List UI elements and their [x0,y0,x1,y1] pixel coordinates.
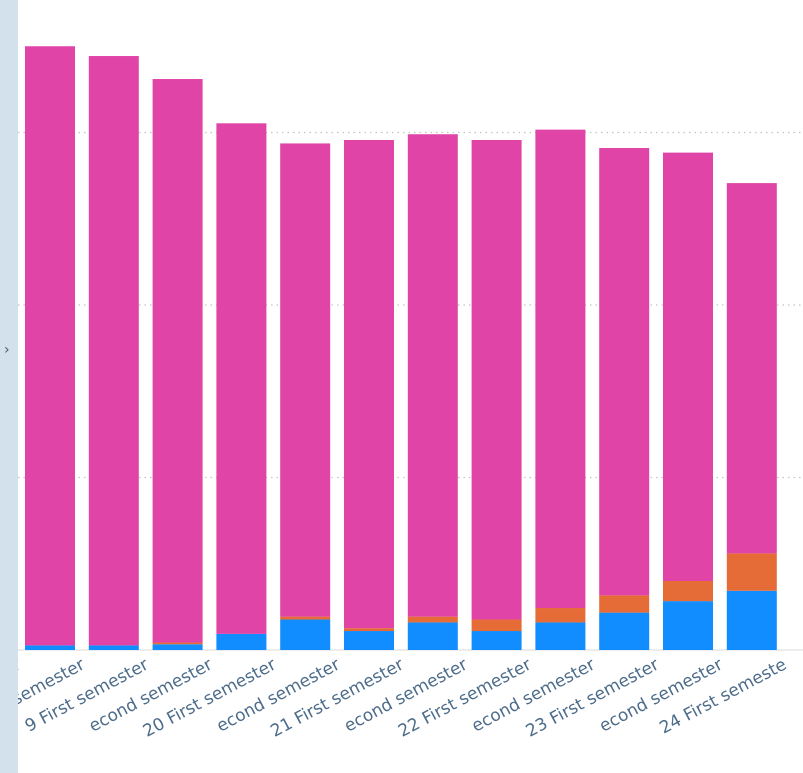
bar-segment-2[interactable] [152,642,203,645]
bar-segment-3[interactable] [471,139,522,620]
bar-segment-3[interactable] [88,56,139,646]
bar-segment-3[interactable] [152,79,203,643]
bar-segment-3[interactable] [599,148,650,596]
bar-segment-3[interactable] [344,139,394,629]
bar-segment-1[interactable] [88,645,139,650]
bar-segment-2[interactable] [663,581,713,602]
bar-segment-1[interactable] [726,590,777,650]
bar-segment-1[interactable] [407,622,458,650]
bar-segment-2[interactable] [471,619,522,632]
bar-segment-3[interactable] [216,123,267,634]
bar-segment-2[interactable] [599,595,650,613]
bar-segment-2[interactable] [535,608,586,623]
bar-segment-1[interactable] [535,622,586,650]
bar-segment-3[interactable] [25,46,75,646]
collapse-chevron-icon[interactable]: › [4,342,10,358]
bar-segment-1[interactable] [25,645,75,650]
bar-segment-1[interactable] [216,633,267,650]
bar-segment-3[interactable] [726,183,777,554]
bar-segment-2[interactable] [726,553,777,591]
bar-segment-1[interactable] [280,619,331,650]
bar-segment-2[interactable] [407,616,458,623]
bar-segment-1[interactable] [344,631,394,650]
bar-segment-3[interactable] [407,134,458,617]
chart-panel: er semester 9 First semester econd semester… [18,0,803,773]
bar-segment-3[interactable] [663,152,713,581]
bar-segment-1[interactable] [599,612,650,650]
x-tick-label: er [18,655,24,681]
bar-segment-2[interactable] [280,616,331,620]
bar-segment-3[interactable] [280,143,331,617]
bar-segment-2[interactable] [344,628,394,632]
bar-segment-1[interactable] [663,601,713,650]
bar-segment-1[interactable] [471,631,522,650]
bar-segment-3[interactable] [535,129,586,609]
bar-segment-1[interactable] [152,644,203,650]
